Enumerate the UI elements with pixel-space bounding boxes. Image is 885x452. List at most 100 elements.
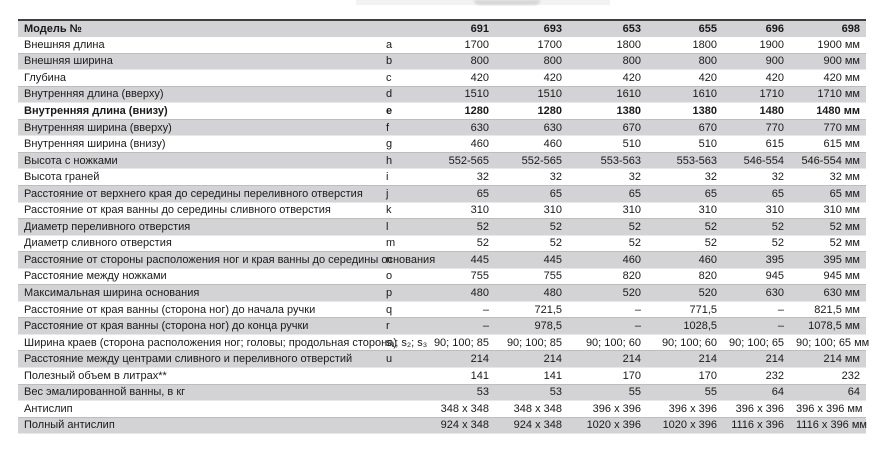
param-letter-cell: c (386, 71, 392, 84)
value-cell: 32 мм (829, 171, 860, 184)
value-cell: 141 (543, 369, 562, 382)
value-cell: 480 (543, 287, 562, 300)
value-cell: 396 x 396 (668, 402, 717, 415)
value-cell: 32 (476, 171, 489, 184)
cropped-photo-shadow (474, 0, 540, 5)
value-cell: 510 (698, 138, 717, 151)
value-cell: 52 (549, 237, 562, 250)
value-cell: 1700 (537, 38, 562, 51)
param-letter-cell (380, 384, 405, 401)
param-name-cell: Внутренняя длина (вверху) (24, 88, 164, 101)
value-cell: 978,5 (534, 320, 562, 333)
value-cell: 945 мм (823, 270, 860, 283)
value-cell: 52 (771, 237, 784, 250)
cropped-photo-edge (356, 0, 610, 5)
table-row: Расстояние от верхнего края до середины … (18, 185, 866, 203)
value-cell: 396 x 396 (592, 402, 641, 415)
table-row: Расстояние между центрами сливного и пер… (18, 350, 866, 368)
value-cell: 52 (704, 220, 717, 233)
value-cell: 945 (765, 270, 784, 283)
param-name-cell: Диаметр переливного отверстия (24, 220, 191, 233)
param-name-cell: Полный антислип (24, 419, 115, 432)
value-cell: 32 (628, 171, 641, 184)
value-cell: 53 (476, 386, 489, 399)
value-cell: 90; 100; 85 (506, 336, 562, 349)
value-cell: 396 x 396 (735, 402, 784, 415)
header-model-655: 655 (698, 22, 717, 35)
param-letter-cell: j (386, 187, 389, 200)
value-cell: 214 (622, 353, 641, 366)
table-row: Внутренняя длина (внизу) e 1280 1280 1380 138… (18, 103, 866, 120)
value-cell: 520 (622, 287, 641, 300)
param-name-cell: Внешняя длина (24, 38, 105, 51)
param-letter-cell: d (386, 88, 393, 101)
param-name-cell: Внутренняя длина (внизу) (24, 105, 168, 117)
value-cell: 755 (543, 270, 562, 283)
value-cell: 310 (698, 204, 717, 217)
value-cell: 1710 мм (817, 88, 860, 101)
value-cell: 55 (704, 386, 717, 399)
value-cell: 510 (622, 138, 641, 151)
value-cell: 800 (470, 55, 489, 68)
value-cell: 670 (698, 121, 717, 134)
value-cell: 520 (698, 287, 717, 300)
value-cell: 552-565 (448, 154, 489, 167)
spec-table-body: Внешняя длина a 1700 1700 1800 1800 1900 1900 м… (18, 37, 869, 434)
value-cell: 64 (847, 386, 860, 399)
value-cell: 310 (470, 204, 489, 217)
value-cell: 65 (628, 187, 641, 200)
value-cell: 53 (549, 386, 562, 399)
value-cell: 52 мм (829, 237, 860, 250)
value-cell: 395 мм (823, 253, 860, 266)
value-cell: 770 (765, 121, 784, 134)
param-name-cell: Внутренняя ширина (внизу) (24, 138, 166, 151)
param-letter-cell (380, 401, 405, 418)
table-row: Высота с ножками h 552-565 552-565 553-563 55… (18, 152, 866, 169)
value-cell: 65 (704, 187, 717, 200)
value-cell: 420 (765, 71, 784, 84)
value-cell: 1800 (616, 38, 641, 51)
value-cell: 141 (470, 369, 489, 382)
value-cell: 755 (470, 270, 489, 283)
header-model-653: 653 (622, 22, 641, 35)
value-cell: 348 x 348 (513, 402, 562, 415)
value-cell: – (634, 320, 641, 333)
value-cell: 800 (698, 55, 717, 68)
param-name-cell: Расстояние между центрами сливного и пер… (24, 353, 353, 366)
value-cell: 1028,5 (683, 320, 717, 333)
param-letter-cell: b (386, 55, 393, 68)
table-row: Высота граней i 32 32 32 32 32 32 мм (18, 169, 866, 186)
value-cell: 900 (765, 55, 784, 68)
table-header-row: Модель № 691 693 653 655 696 698 (18, 20, 866, 37)
value-cell: 615 (765, 138, 784, 151)
value-cell: 420 (470, 71, 489, 84)
header-model-698: 698 (841, 22, 860, 35)
value-cell: 65 мм (829, 187, 860, 200)
value-cell: 900 мм (823, 55, 860, 68)
value-cell: 460 (622, 253, 641, 266)
value-cell: 214 (470, 353, 489, 366)
value-cell: 52 (771, 220, 784, 233)
table-row: Полный антислип 924 x 348 924 x 348 1020 x … (18, 417, 867, 434)
param-letter-cell: h (386, 154, 393, 167)
table-row: Расстояние от края ванны (сторона ног) д… (18, 317, 866, 335)
value-cell: 546-554 мм (801, 154, 860, 167)
value-cell: 1380 (692, 105, 717, 117)
table-row: Расстояние от стороны расположения ног и… (18, 251, 866, 269)
value-cell: 820 (698, 270, 717, 283)
value-cell: 1900 (759, 38, 784, 51)
param-name-cell: Высота граней (24, 171, 100, 184)
value-cell: 214 мм (823, 353, 860, 366)
param-name-cell: Вес эмалированной ванны, в кг (24, 386, 186, 399)
value-cell: 232 (765, 369, 784, 382)
param-name-cell: Внешняя ширина (24, 55, 113, 68)
table-row: Глубина c 420 420 420 420 420 420 мм (18, 70, 866, 87)
param-letter-cell: k (386, 204, 392, 217)
value-cell: 1280 (537, 105, 562, 117)
value-cell: 1020 x 396 (586, 419, 641, 432)
value-cell: 630 (470, 121, 489, 134)
param-letter-cell (380, 417, 405, 434)
value-cell: 32 (704, 171, 717, 184)
value-cell: 52 (628, 237, 641, 250)
param-name-cell: Расстояние между ножками (24, 270, 167, 283)
